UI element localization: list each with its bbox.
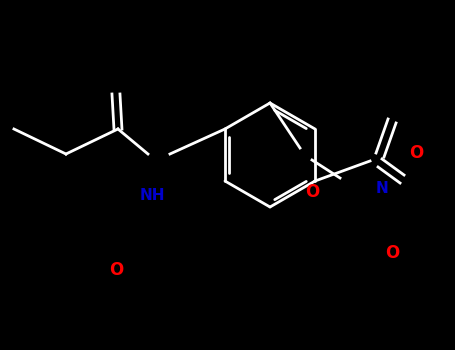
Text: N: N — [376, 182, 389, 196]
Text: O: O — [109, 261, 123, 279]
Text: O: O — [305, 183, 319, 201]
Text: O: O — [409, 144, 423, 162]
Text: O: O — [385, 244, 399, 262]
Text: NH: NH — [139, 189, 165, 203]
